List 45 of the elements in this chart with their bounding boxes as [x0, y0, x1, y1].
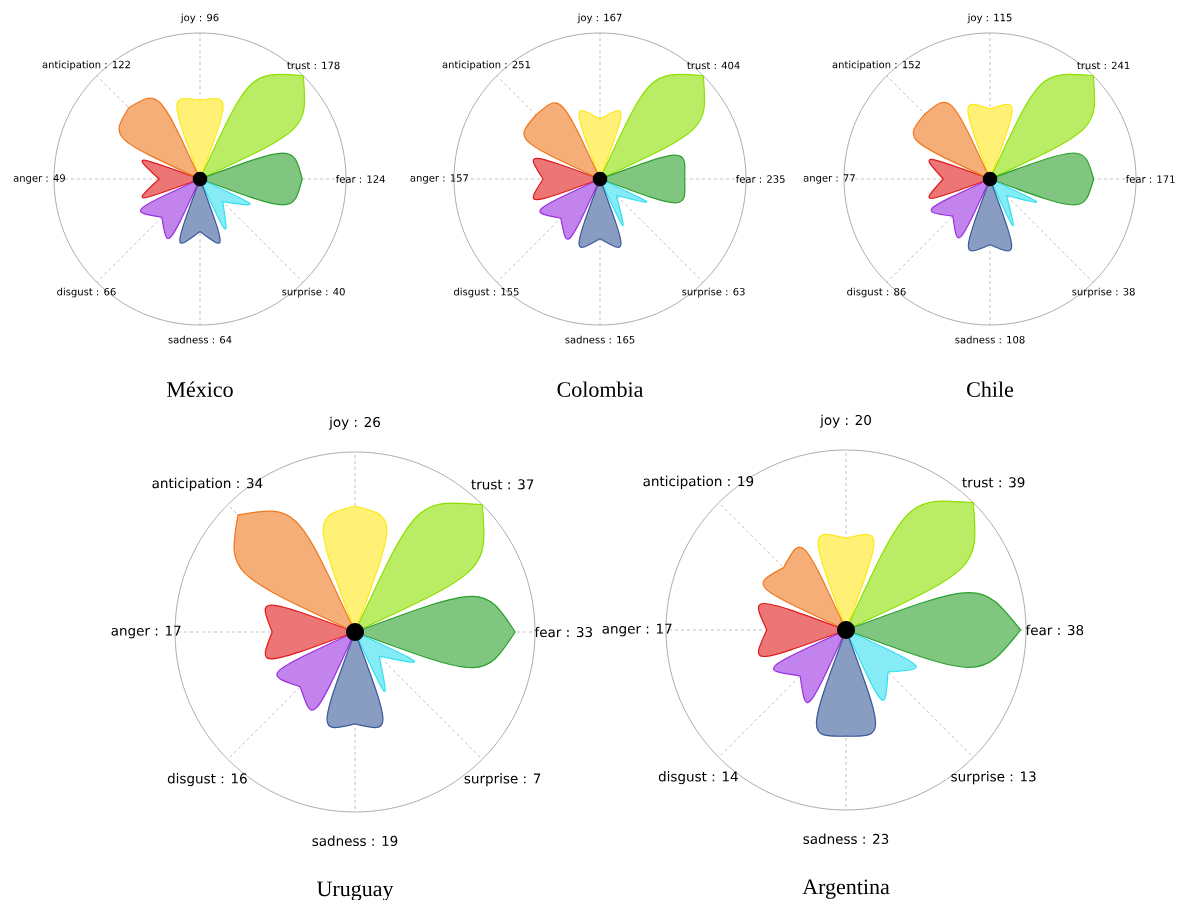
spoke-label: anticipation : 251 — [442, 60, 530, 71]
spoke-label: trust : 37 — [471, 479, 534, 490]
spoke-label: sadness : 64 — [168, 335, 232, 344]
spoke-label: sadness : 108 — [955, 335, 1025, 344]
spoke-label: sadness : 23 — [803, 833, 889, 845]
text: Chile — [967, 381, 1014, 397]
spoke-label: anger : 17 — [111, 625, 181, 639]
spoke-label: fear : 124 — [335, 175, 385, 183]
spoke-label: anticipation : 122 — [42, 60, 130, 71]
spoke-label: surprise : 40 — [282, 287, 345, 298]
spoke-label: fear : 38 — [1025, 624, 1084, 636]
spoke-label: anger : 157 — [410, 174, 469, 184]
spoke-label: anger : 49 — [13, 174, 65, 184]
spoke-label: fear : 171 — [1125, 175, 1175, 183]
spoke-label: trust : 39 — [962, 477, 1025, 488]
spoke-label: surprise : 13 — [951, 771, 1036, 785]
spoke-label: joy : 26 — [328, 416, 381, 430]
spoke-label: disgust : 66 — [57, 287, 116, 298]
text: Colombia — [557, 381, 644, 397]
spoke-label: joy : 167 — [577, 13, 622, 24]
spoke-label: trust : 404 — [687, 61, 740, 70]
spoke-label: sadness : 19 — [312, 835, 398, 847]
spoke-label: anticipation : 34 — [152, 477, 263, 491]
spoke-label: anger : 77 — [803, 174, 855, 184]
spoke-label: trust : 241 — [1077, 61, 1130, 70]
text: Uruguay — [316, 881, 394, 900]
spoke-label: surprise : 38 — [1072, 287, 1135, 298]
spoke-label: fear : 33 — [534, 626, 593, 638]
spoke-label: anticipation : 152 — [832, 60, 920, 71]
spoke-label: joy : 20 — [819, 414, 871, 428]
spoke-label: anticipation : 19 — [643, 475, 754, 489]
spoke-label: disgust : 16 — [167, 773, 247, 787]
spoke-label: disgust : 155 — [453, 287, 519, 298]
spoke-label: surprise : 63 — [682, 287, 745, 298]
text: Argentina — [802, 879, 890, 899]
spoke-label: joy : 96 — [180, 13, 219, 24]
spoke-label: fear : 235 — [735, 175, 785, 183]
spoke-label: anger : 17 — [602, 623, 672, 637]
spoke-label: surprise : 7 — [464, 773, 541, 787]
spoke-label: joy : 115 — [967, 13, 1012, 24]
spoke-label: disgust : 14 — [658, 771, 738, 785]
spoke-label: disgust : 86 — [847, 287, 906, 298]
text: México — [167, 381, 233, 397]
spoke-label: trust : 178 — [287, 61, 340, 70]
spoke-label: sadness : 165 — [565, 335, 635, 344]
